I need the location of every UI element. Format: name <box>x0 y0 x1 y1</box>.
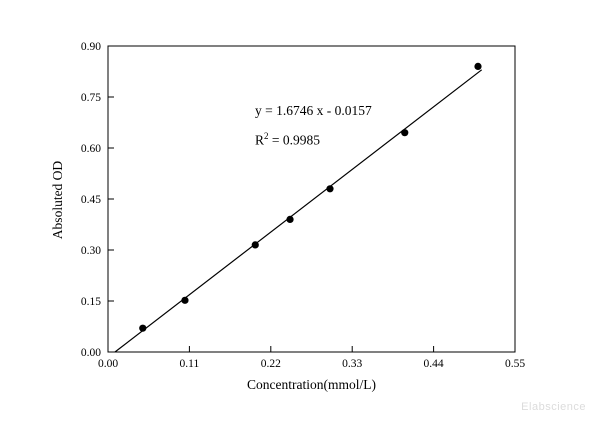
r-exponent: 2 <box>264 130 269 141</box>
watermark: Elabscience <box>521 401 586 413</box>
y-tick-label: 0.00 <box>81 347 101 359</box>
fit-equation-text: y = 1.6746 x - 0.0157 <box>255 103 372 118</box>
y-tick-label: 0.45 <box>81 194 101 206</box>
y-axis-label: Absoluted OD <box>50 160 65 240</box>
x-tick-label: 0.22 <box>261 358 281 370</box>
y-tick-label: 0.90 <box>81 41 101 53</box>
data-point <box>181 296 189 304</box>
x-tick-label: 0.11 <box>180 358 200 370</box>
y-tick-label: 0.30 <box>81 245 101 257</box>
x-tick-label: 0.00 <box>98 358 118 370</box>
x-tick-label: 0.33 <box>342 358 362 370</box>
data-point <box>474 62 482 70</box>
y-tick-label: 0.75 <box>81 92 101 104</box>
x-tick-label: 0.55 <box>505 358 525 370</box>
y-tick-label: 0.15 <box>81 296 101 308</box>
data-point <box>286 215 294 223</box>
data-point <box>139 324 147 332</box>
data-point <box>251 241 259 249</box>
fit-annotation: y = 1.6746 x - 0.0157 R2 = 0.9985 <box>255 104 372 147</box>
data-point <box>401 129 409 137</box>
fit-line <box>114 69 483 353</box>
r-label: R <box>255 132 265 147</box>
r-value: = 0.9985 <box>268 132 321 147</box>
r-squared-text: R2 = 0.9985 <box>255 130 372 147</box>
x-axis-label: Concentration(mmol/L) <box>247 377 376 392</box>
data-point <box>326 185 334 193</box>
x-tick-label: 0.44 <box>424 358 444 370</box>
y-tick-label: 0.60 <box>81 143 101 155</box>
